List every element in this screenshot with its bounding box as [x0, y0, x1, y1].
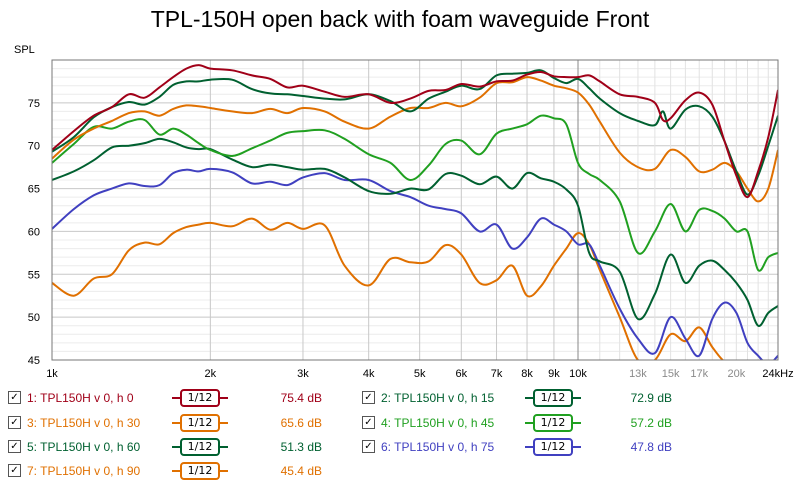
smoothing-label: 1/12 [540, 440, 566, 453]
axis-ticks: 75 70 65 60 55 50 45 1k 2k 3k 4k 5k 6k 7k 8k 9k 10k 13k 15… [28, 98, 794, 380]
series-label: 6: TPL150H v 0, h 75 [381, 440, 495, 454]
series-line [52, 69, 778, 196]
series-line [52, 217, 725, 360]
series-label: 3: TPL150H v 0, h 30 [27, 416, 141, 430]
y-tick-label: 50 [28, 312, 40, 324]
y-tick-label: 65 [28, 184, 40, 196]
series-value: 72.9 dB [630, 391, 672, 405]
x-tick-label: 2k [205, 368, 217, 380]
series-checkbox[interactable]: ✓ [8, 464, 21, 477]
grid [51, 59, 779, 361]
smoothing-button[interactable]: 1/12 [533, 389, 573, 407]
x-tick-label: 6k [456, 368, 468, 380]
series-value: 47.8 dB [630, 440, 672, 454]
y-axis-label: SPL [14, 44, 35, 56]
x-tick-label: 15k [662, 368, 680, 380]
series-label: 7: TPL150H v 0, h 90 [27, 464, 141, 478]
series-checkbox[interactable]: ✓ [8, 416, 21, 429]
legend-item: ✓ 7: TPL150H v 0, h 90 1/12 45.4 dB [0, 462, 800, 482]
series-line [52, 137, 778, 327]
y-tick-label: 60 [28, 226, 40, 238]
series-checkbox[interactable]: ✓ [8, 391, 21, 404]
smoothing-label: 1/12 [187, 464, 213, 477]
series-line [52, 64, 778, 199]
series-value: 51.3 dB [280, 440, 322, 454]
smoothing-label: 1/12 [187, 440, 213, 453]
smoothing-button[interactable]: 1/12 [180, 414, 220, 432]
series-label: 4: TPL150H v 0, h 45 [381, 416, 495, 430]
smoothing-label: 1/12 [187, 391, 213, 404]
x-tick-label: 4k [363, 368, 375, 380]
y-tick-label: 55 [28, 269, 40, 281]
legend-item: ✓ 3: TPL150H v 0, h 30 1/12 65.6 dB [0, 414, 800, 434]
series-checkbox[interactable]: ✓ [362, 440, 375, 453]
x-tick-label: 3k [297, 368, 309, 380]
series-value: 75.4 dB [280, 391, 322, 405]
smoothing-button[interactable]: 1/12 [180, 438, 220, 456]
series-value: 45.4 dB [280, 464, 322, 478]
series-value: 57.2 dB [630, 416, 672, 430]
legend-item: ✓ 2: TPL150H v 0, h 15 1/12 72.9 dB [0, 389, 800, 409]
x-tick-label: 17k [690, 368, 708, 380]
series-line [52, 76, 778, 203]
smoothing-button[interactable]: 1/12 [180, 462, 220, 480]
chart-title: TPL-150H open back with foam waveguide F… [150, 6, 650, 32]
x-tick-label: 7k [491, 368, 503, 380]
smoothing-label: 1/12 [540, 391, 566, 404]
series-lines [52, 64, 778, 360]
series-label: 5: TPL150H v 0, h 60 [27, 440, 141, 454]
legend-item: ✓ 5: TPL150H v 0, h 60 1/12 51.3 dB [0, 438, 800, 458]
smoothing-button[interactable]: 1/12 [180, 389, 220, 407]
series-label: 2: TPL150H v 0, h 15 [381, 391, 495, 405]
legend-item: ✓ 6: TPL150H v 0, h 75 1/12 47.8 dB [0, 438, 800, 458]
x-tick-label: 1k [46, 368, 58, 380]
legend-item: ✓ 1: TPL150H v 0, h 0 1/12 75.4 dB [0, 389, 800, 409]
x-tick-label: 5k [414, 368, 426, 380]
smoothing-label: 1/12 [187, 416, 213, 429]
y-tick-label: 45 [28, 355, 40, 367]
x-tick-label: 10k [569, 368, 587, 380]
smoothing-button[interactable]: 1/12 [533, 438, 573, 456]
series-line [52, 167, 778, 360]
smoothing-label: 1/12 [540, 416, 566, 429]
x-tick-label: 9k [548, 368, 560, 380]
x-tick-label: 24kHz [762, 368, 793, 380]
x-tick-label: 13k [629, 368, 647, 380]
plot-frame [51, 59, 779, 361]
x-tick-label: 20k [727, 368, 745, 380]
series-checkbox[interactable]: ✓ [8, 440, 21, 453]
smoothing-button[interactable]: 1/12 [533, 414, 573, 432]
series-value: 65.6 dB [280, 416, 322, 430]
legend-item: ✓ 4: TPL150H v 0, h 45 1/12 57.2 dB [0, 414, 800, 434]
series-label: 1: TPL150H v 0, h 0 [27, 391, 134, 405]
series-checkbox[interactable]: ✓ [362, 391, 375, 404]
y-tick-label: 75 [28, 98, 40, 110]
series-line [52, 114, 778, 272]
x-tick-label: 8k [521, 368, 533, 380]
y-tick-label: 70 [28, 141, 40, 153]
series-checkbox[interactable]: ✓ [362, 416, 375, 429]
